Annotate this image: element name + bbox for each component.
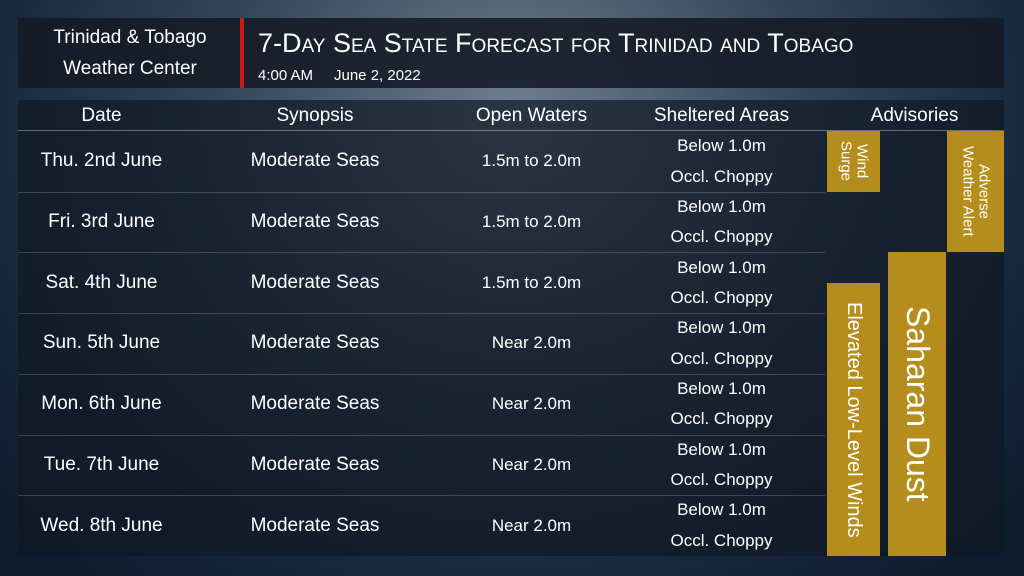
header-panel bbox=[18, 18, 1004, 88]
table-cell: 1.5m to 2.0m bbox=[481, 212, 582, 232]
advisory: Saharan Dust bbox=[888, 252, 946, 556]
row-rule bbox=[18, 191, 825, 193]
table-cell: Near 2.0m bbox=[491, 394, 572, 414]
table-cell: Below 1.0m bbox=[677, 196, 766, 216]
table-cell: Fri. 3rd June bbox=[48, 211, 155, 233]
table-cell: Below 1.0m bbox=[677, 378, 766, 398]
header-rule bbox=[18, 130, 1004, 131]
date: June 2, 2022 bbox=[334, 67, 421, 84]
row-rule bbox=[18, 313, 825, 315]
column-header: Advisories bbox=[870, 104, 959, 126]
table-cell: Below 1.0m bbox=[677, 500, 766, 520]
table-cell: Moderate Seas bbox=[250, 332, 380, 354]
table-cell: Moderate Seas bbox=[250, 271, 380, 293]
advisory: Elevated Low-Level Winds bbox=[827, 283, 880, 556]
table-cell: Occl. Choppy bbox=[670, 227, 773, 247]
column-header: Synopsis bbox=[276, 104, 354, 126]
table-cell: Below 1.0m bbox=[677, 257, 766, 277]
table-cell: Thu. 2nd June bbox=[40, 150, 163, 172]
table-cell: 1.5m to 2.0m bbox=[481, 272, 582, 292]
column-header: Sheltered Areas bbox=[653, 104, 790, 126]
table-cell: Moderate Seas bbox=[250, 150, 380, 172]
table-cell: Moderate Seas bbox=[250, 393, 380, 415]
table-cell: Occl. Choppy bbox=[670, 166, 773, 186]
table-cell: Occl. Choppy bbox=[670, 409, 773, 429]
row-rule bbox=[18, 434, 825, 436]
column-header: Open Waters bbox=[475, 104, 588, 126]
advisory: Adverse Weather Alert bbox=[947, 131, 1004, 252]
table-cell: Moderate Seas bbox=[250, 514, 380, 536]
table-cell: 1.5m to 2.0m bbox=[481, 151, 582, 171]
table-cell: Near 2.0m bbox=[491, 454, 572, 474]
time: 4:00 AM bbox=[258, 67, 314, 84]
table-cell: Near 2.0m bbox=[491, 333, 572, 353]
row-rule bbox=[18, 495, 825, 497]
table-cell: Occl. Choppy bbox=[670, 348, 773, 368]
table-cell: Occl. Choppy bbox=[670, 530, 773, 550]
row-rule bbox=[18, 373, 825, 375]
table-cell: Moderate Seas bbox=[250, 211, 380, 233]
table-cell: Sat. 4th June bbox=[45, 271, 158, 293]
accent-bar bbox=[240, 18, 244, 88]
column-header: Date bbox=[81, 104, 122, 126]
row-rule bbox=[18, 252, 825, 254]
table-cell: Mon. 6th June bbox=[41, 393, 162, 415]
table-cell: Moderate Seas bbox=[250, 453, 380, 475]
table-cell: Occl. Choppy bbox=[670, 287, 773, 307]
organization: Trinidad & Tobago Weather Center bbox=[53, 27, 207, 79]
table-cell: Occl. Choppy bbox=[670, 470, 773, 490]
table-cell: Sun. 5th June bbox=[42, 332, 161, 354]
table-cell: Wed. 8th June bbox=[40, 514, 163, 536]
advisory: Wind Surge bbox=[827, 131, 880, 192]
table-cell: Tue. 7th June bbox=[43, 453, 160, 475]
table-cell: Below 1.0m bbox=[677, 439, 766, 459]
title: 7-Day Sea State Forecast for Trinidad an… bbox=[258, 28, 854, 58]
table-cell: Below 1.0m bbox=[677, 318, 766, 338]
table-cell: Near 2.0m bbox=[491, 515, 572, 535]
table-cell: Below 1.0m bbox=[677, 136, 766, 156]
